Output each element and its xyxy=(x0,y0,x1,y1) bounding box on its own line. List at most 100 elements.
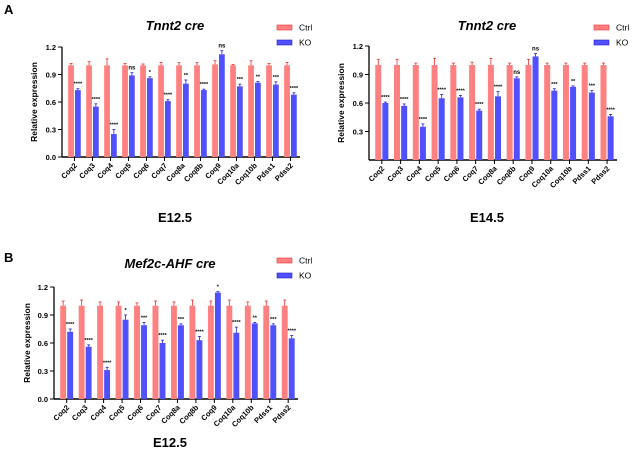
significance-label: **** xyxy=(381,95,390,101)
x-tick-label: Coq2 xyxy=(367,164,387,184)
significance-label: ** xyxy=(184,73,189,79)
chart-mef2c-ahf-e12-5: Mef2c-AHF cre E12.5 Ctrl KO Relative express… xyxy=(22,256,312,451)
x-tick-label: Coq2 xyxy=(59,161,79,181)
legend: Ctrl KO xyxy=(276,23,312,48)
bar-ctrl-coq7 xyxy=(158,65,164,157)
panel-letter-b: B xyxy=(4,250,14,265)
significance-label: **** xyxy=(290,86,299,92)
bar-ctrl-coq9 xyxy=(207,305,214,399)
significance-label: **** xyxy=(232,320,241,326)
bar-ko-coq3 xyxy=(401,105,408,160)
significance-label: *** xyxy=(273,75,280,81)
significance-label: **** xyxy=(475,102,484,108)
x-tick-label: Coq5 xyxy=(113,161,133,181)
bar-ko-coq9 xyxy=(532,56,539,161)
bar-ko-coq5 xyxy=(129,75,135,157)
significance-label: **** xyxy=(195,329,204,335)
bar-ctrl-coq10a xyxy=(230,65,236,157)
bar-ko-pdss1 xyxy=(588,92,595,160)
legend-swatch-ctrl xyxy=(276,257,293,264)
legend-label-ctrl: Ctrl xyxy=(616,23,629,33)
bar-ko-coq10a xyxy=(233,332,240,399)
bar-ctrl-coq9 xyxy=(525,65,532,160)
legend-swatch-ctrl xyxy=(276,24,293,31)
bar-ko-coq8a xyxy=(495,96,502,160)
significance-label: *** xyxy=(589,84,596,90)
x-tick-label: Coq5 xyxy=(423,164,443,184)
y-tick-label: 0.0 xyxy=(46,153,56,162)
y-tick-label: 0.0 xyxy=(38,395,48,404)
significance-label: ns xyxy=(218,44,226,50)
legend-label-ko: KO xyxy=(299,271,312,281)
significance-label: **** xyxy=(456,88,465,94)
y-tick-label: 0.6 xyxy=(353,99,363,108)
significance-label: **** xyxy=(164,93,173,99)
legend-swatch-ko xyxy=(593,39,610,46)
bar-ko-coq10b xyxy=(570,86,577,160)
bar-ko-pdss2 xyxy=(607,116,614,160)
bar-ko-coq9 xyxy=(214,292,221,399)
y-tick-label: 0.9 xyxy=(38,311,48,320)
legend-swatch-ko xyxy=(276,272,293,279)
significance-label: **** xyxy=(74,82,83,88)
bar-ctrl-coq7 xyxy=(469,65,476,160)
significance-label: ** xyxy=(256,74,261,80)
significance-label: *** xyxy=(551,82,558,88)
bar-ko-pdss1 xyxy=(273,84,279,157)
x-tick-label: Coq3 xyxy=(70,403,90,423)
chart-subtitle: E12.5 xyxy=(158,210,192,225)
bar-ctrl-coq10b xyxy=(244,305,251,399)
bar-ko-coq10a xyxy=(551,90,558,160)
bar-ko-pdss2 xyxy=(291,94,297,157)
y-tick-label: 0.6 xyxy=(38,339,48,348)
significance-label: *** xyxy=(141,315,148,321)
bar-ko-coq8a xyxy=(183,83,189,157)
bar-ctrl-coq9 xyxy=(212,64,218,157)
chart-title: Tnnt2 cre xyxy=(458,18,517,33)
bar-ctrl-coq6 xyxy=(450,65,457,160)
x-tick-label: Coq6 xyxy=(131,161,151,181)
x-tick-label: Coq8b xyxy=(177,403,200,426)
x-tick-label: Coq4 xyxy=(88,402,108,422)
chart-subtitle: E14.5 xyxy=(470,210,504,225)
bar-ctrl-coq2 xyxy=(68,65,74,157)
significance-label: ns xyxy=(128,66,136,72)
bar-ctrl-coq10b xyxy=(562,65,569,160)
x-tick-label: Coq6 xyxy=(125,403,145,423)
significance-label: **** xyxy=(92,97,101,103)
significance-label: **** xyxy=(287,329,296,335)
bar-ctrl-coq8a xyxy=(170,305,177,399)
x-tick-label: Pdss2 xyxy=(271,403,293,425)
bar-ctrl-pdss2 xyxy=(281,305,288,399)
bar-ctrl-coq10a xyxy=(544,65,551,160)
x-tick-label: Pdss1 xyxy=(571,164,593,186)
bar-ctrl-coq7 xyxy=(152,305,159,399)
y-tick-label: 1.2 xyxy=(353,42,363,51)
y-axis-label: Relative expression xyxy=(336,63,346,143)
x-tick-label: Coq3 xyxy=(385,164,405,184)
significance-label: **** xyxy=(419,117,428,123)
x-tick-label: Coq4 xyxy=(95,160,115,180)
legend-swatch-ctrl xyxy=(593,24,610,31)
bar-ko-coq4 xyxy=(419,126,426,160)
chart-tnnt2-e14-5: Tnnt2 cre E14.5 Ctrl KO Relative expression 0… xyxy=(336,18,629,225)
bar-ctrl-coq6 xyxy=(134,305,140,399)
significance-label: *** xyxy=(178,317,185,323)
significance-label: *** xyxy=(270,317,277,323)
bar-ctrl-coq4 xyxy=(412,65,419,160)
bar-ctrl-pdss1 xyxy=(266,65,272,157)
bar-ctrl-coq10a xyxy=(226,305,233,399)
bar-ko-coq8b xyxy=(513,78,520,160)
significance-label: * xyxy=(124,308,127,314)
x-tick-label: Pdss1 xyxy=(252,403,274,425)
bar-ko-coq4 xyxy=(104,370,111,399)
significance-label: **** xyxy=(66,322,75,328)
bar-ctrl-coq4 xyxy=(104,65,110,157)
significance-label: *** xyxy=(237,77,244,83)
y-axis-label: Relative expression xyxy=(29,62,39,142)
bar-ko-coq4 xyxy=(111,134,117,157)
legend-label-ctrl: Ctrl xyxy=(299,23,312,33)
bar-ko-coq10a xyxy=(237,86,243,157)
y-tick-label: 0.9 xyxy=(46,70,56,79)
bar-ko-coq8b xyxy=(196,340,203,399)
